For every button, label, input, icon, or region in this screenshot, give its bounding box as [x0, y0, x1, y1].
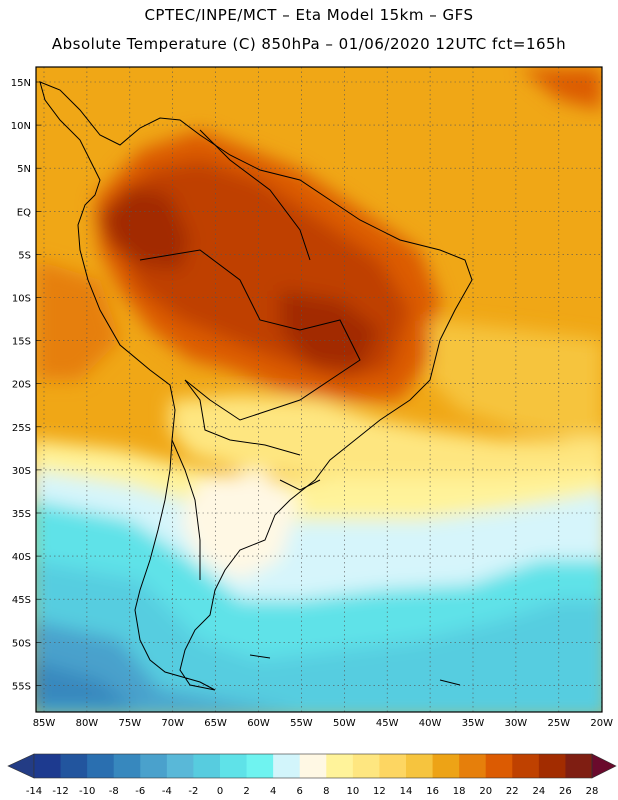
lon-label: 55W: [290, 718, 313, 729]
colorbar-swatch: [60, 754, 88, 778]
lat-label: 50S: [12, 638, 31, 649]
colorbar-arrow-left: [7, 753, 35, 779]
lat-label: 35S: [12, 509, 31, 520]
lon-label: 40W: [419, 718, 442, 729]
map-title-line1: CPTEC/INPE/MCT – Eta Model 15km – GFS: [144, 6, 474, 24]
colorbar-swatch: [459, 754, 487, 778]
colorbar-label: -14: [26, 786, 42, 797]
colorbar-swatch: [485, 754, 513, 778]
colorbar-label: -2: [188, 786, 198, 797]
lat-label: 40S: [12, 552, 31, 563]
lat-label: 5S: [18, 250, 31, 261]
colorbar-swatch: [220, 754, 247, 778]
longitude-labels: 85W 80W 75W 70W 65W 60W 55W 50W 45W 40W 35W 30W 25W 2…: [33, 718, 613, 729]
colorbar-swatch: [166, 754, 194, 778]
lat-label: 20S: [12, 380, 31, 391]
colorbar-label: 20: [479, 786, 492, 797]
colorbar-label: 10: [346, 786, 359, 797]
lat-label: 15N: [11, 78, 31, 89]
colorbar-swatch: [326, 754, 354, 778]
lat-label: 55S: [12, 681, 31, 692]
colorbar-swatch: [406, 754, 433, 778]
colorbar-label: 22: [506, 786, 519, 797]
lat-lon-grid: [36, 67, 602, 712]
colorbar-label: 18: [453, 786, 466, 797]
colorbar-label: 24: [532, 786, 545, 797]
lat-label: 30S: [12, 466, 31, 477]
colorbar-swatch: [299, 754, 327, 778]
colorbar-label: 28: [586, 786, 599, 797]
colorbar-swatch: [379, 754, 407, 778]
map-title-line2: Absolute Temperature (C) 850hPa – 01/06/…: [51, 35, 567, 53]
colorbar-label: 26: [559, 786, 572, 797]
colorbar-swatch: [34, 754, 61, 778]
lon-label: 25W: [547, 718, 570, 729]
lon-label: 60W: [247, 718, 270, 729]
colorbar-swatch: [140, 754, 168, 778]
colorbar-label: 8: [323, 786, 329, 797]
colorbar-label: 4: [270, 786, 276, 797]
colorbar-swatch: [246, 754, 274, 778]
lat-label: EQ: [17, 207, 31, 218]
colorbar-swatch: [432, 754, 460, 778]
colorbar-swatch: [565, 754, 593, 778]
colorbar-label: 0: [217, 786, 223, 797]
colorbar-swatch: [352, 754, 380, 778]
colorbar-label: 16: [426, 786, 439, 797]
colorbar-label: 2: [243, 786, 249, 797]
colorbar-label: 12: [373, 786, 386, 797]
colorbar-label: -8: [109, 786, 119, 797]
lon-label: 20W: [590, 718, 613, 729]
lat-label: 10N: [11, 121, 31, 132]
colorbar-label: -6: [135, 786, 145, 797]
temperature-field: [36, 67, 602, 712]
colorbar-labels: -14 -12 -10 -8 -6 -4 -2 0 2 4 6 8 10 12 14 16 18 20 22 24 26…: [26, 786, 599, 797]
colorbar-swatch: [512, 754, 540, 778]
lon-label: 70W: [161, 718, 184, 729]
lat-label: 5N: [17, 164, 31, 175]
lat-label: 15S: [12, 337, 31, 348]
colorbar-swatch: [538, 754, 566, 778]
lon-label: 85W: [33, 718, 56, 729]
lon-label: 80W: [76, 718, 99, 729]
latitude-labels: 15N 10N 5N EQ 5S 10S 15S 20S 25S 30S 35S 40S 45S 50S 5…: [11, 78, 31, 692]
lat-label: 10S: [12, 294, 31, 305]
coastlines: [39, 81, 473, 691]
colorbar-swatch: [87, 754, 115, 778]
colorbar: [7, 753, 617, 779]
lat-label: 45S: [12, 595, 31, 606]
colorbar-arrow-right: [591, 753, 617, 779]
lon-label: 45W: [376, 718, 399, 729]
colorbar-label: -4: [162, 786, 172, 797]
colorbar-label: 6: [297, 786, 303, 797]
colorbar-label: -10: [79, 786, 95, 797]
lon-label: 30W: [505, 718, 528, 729]
lon-label: 35W: [462, 718, 485, 729]
colorbar-swatch: [273, 754, 301, 778]
map-frame: [35, 66, 603, 713]
colorbar-label: 14: [400, 786, 413, 797]
colorbar-swatch: [193, 754, 221, 778]
lon-label: 50W: [333, 718, 356, 729]
lon-label: 65W: [204, 718, 227, 729]
colorbar-label: -12: [52, 786, 68, 797]
colorbar-swatch: [113, 754, 141, 778]
lat-label: 25S: [12, 423, 31, 434]
lon-label: 75W: [118, 718, 141, 729]
